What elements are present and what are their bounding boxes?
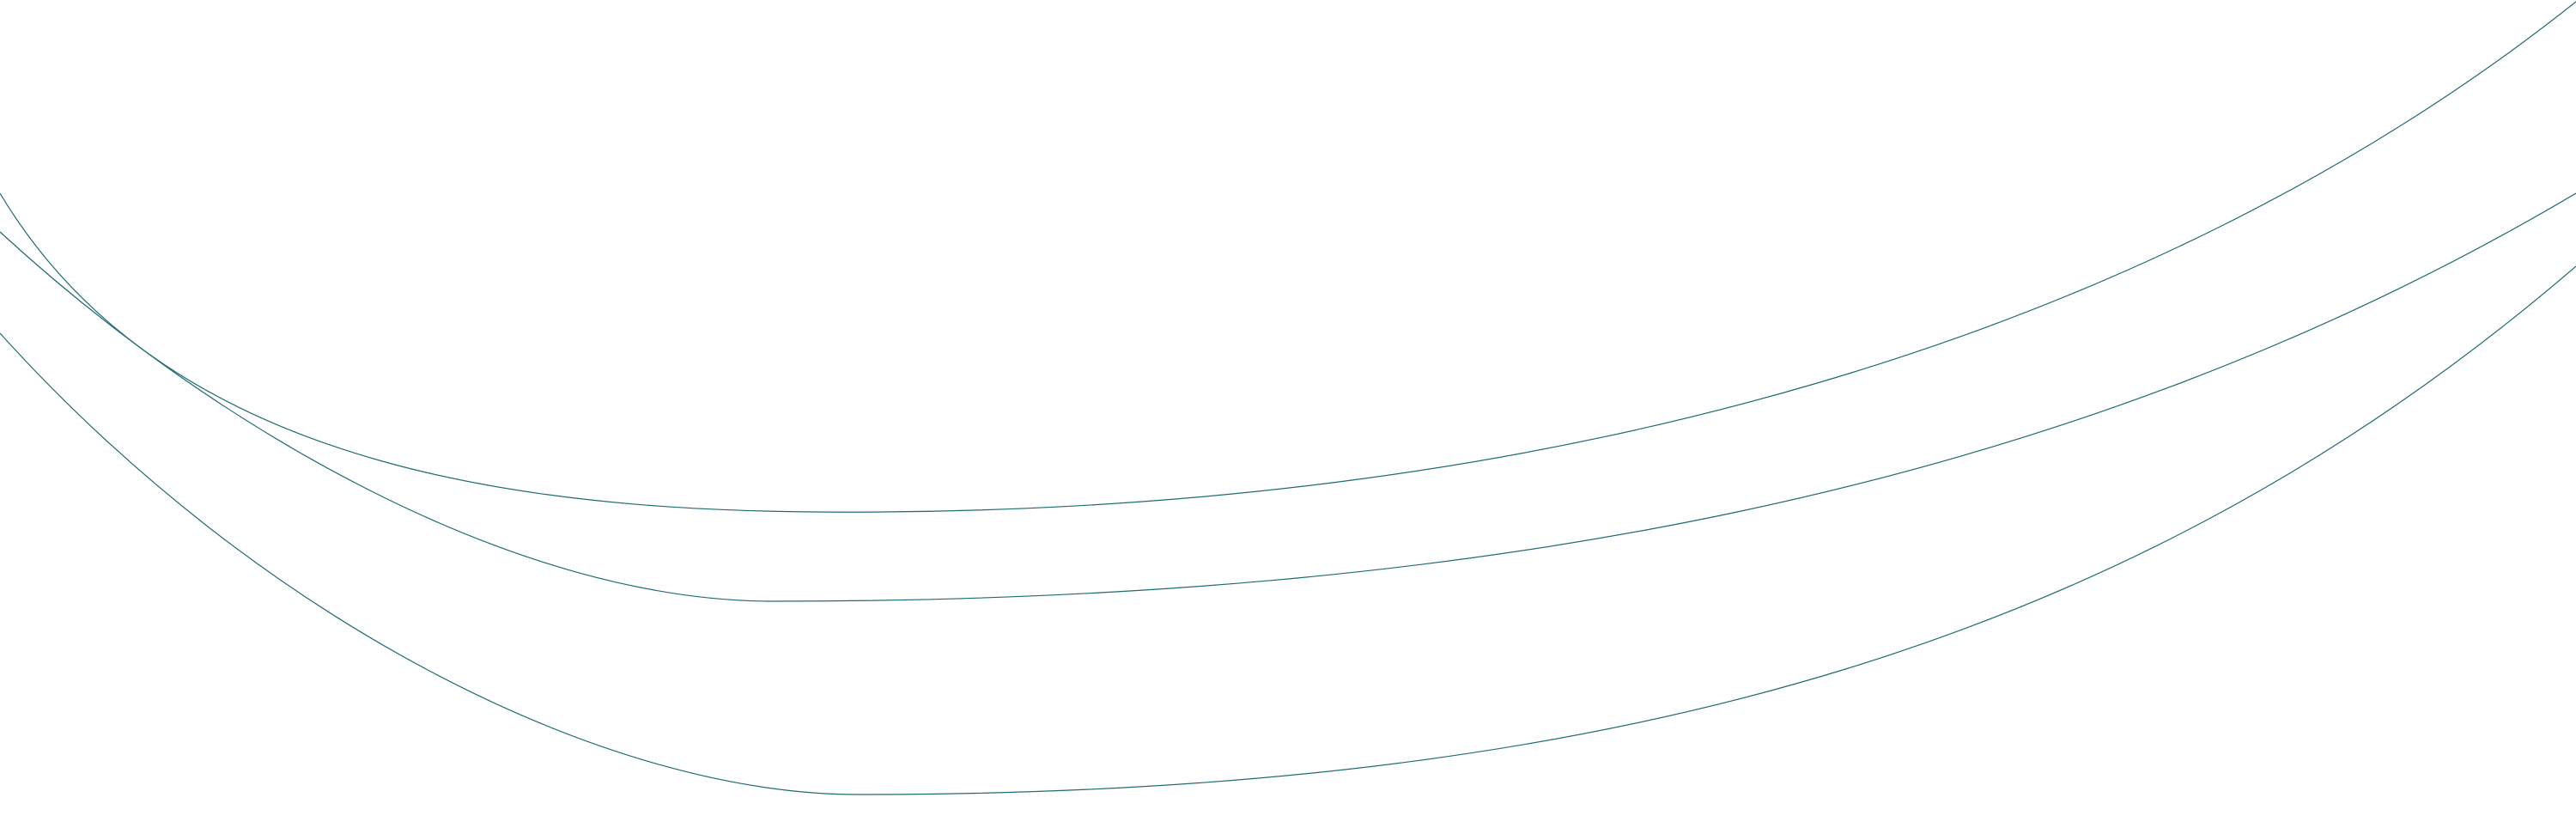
decorative-curve-lower [0, 265, 2576, 795]
decorative-curve-middle [0, 192, 2576, 602]
decorative-curve-upper [0, 1, 2576, 513]
